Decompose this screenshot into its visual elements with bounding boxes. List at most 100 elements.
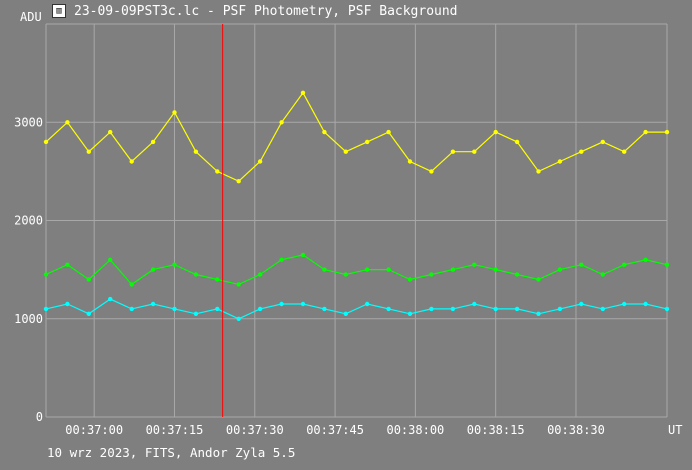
data-point bbox=[664, 306, 670, 312]
data-point bbox=[493, 306, 498, 312]
data-point bbox=[622, 301, 627, 307]
data-point bbox=[129, 159, 134, 164]
data-point bbox=[257, 159, 263, 164]
data-point bbox=[472, 149, 477, 154]
data-point bbox=[129, 306, 134, 312]
data-point bbox=[600, 272, 605, 277]
data-point bbox=[386, 129, 391, 135]
data-point bbox=[664, 262, 670, 267]
data-point bbox=[643, 257, 648, 262]
data-point bbox=[557, 306, 563, 312]
data-point bbox=[579, 262, 584, 267]
data-point bbox=[429, 169, 434, 174]
series-line-0 bbox=[45, 91, 667, 182]
data-point bbox=[300, 252, 306, 258]
window-title: 23-09-09PST3c.lc - PSF Photometry, PSF B… bbox=[74, 4, 458, 19]
data-point bbox=[514, 139, 520, 145]
data-point bbox=[108, 296, 113, 302]
data-point bbox=[536, 277, 541, 282]
data-point bbox=[472, 262, 477, 267]
x-tick-label: 00:37:45 bbox=[306, 423, 364, 437]
data-point bbox=[386, 267, 391, 272]
data-point bbox=[322, 129, 327, 135]
data-point bbox=[536, 311, 541, 316]
data-point bbox=[514, 272, 520, 277]
x-tick-label: 00:38:30 bbox=[547, 423, 605, 437]
data-point bbox=[557, 267, 563, 272]
data-point bbox=[429, 306, 434, 312]
data-point bbox=[215, 169, 220, 174]
data-point bbox=[43, 139, 49, 145]
data-point bbox=[65, 301, 70, 307]
x-tick-label: 00:37:30 bbox=[226, 423, 284, 437]
data-point bbox=[365, 301, 370, 307]
data-point bbox=[86, 311, 92, 316]
data-point bbox=[236, 316, 241, 321]
data-point bbox=[386, 306, 391, 312]
data-point bbox=[622, 262, 627, 267]
data-point bbox=[65, 120, 70, 125]
data-point bbox=[643, 301, 648, 307]
data-point bbox=[557, 159, 563, 164]
data-point bbox=[43, 272, 49, 277]
series-line-1 bbox=[45, 254, 668, 286]
series-line-2 bbox=[45, 298, 668, 320]
footer-info: 10 wrz 2023, FITS, Andor Zyla 5.5 bbox=[47, 445, 296, 460]
app-icon[interactable]: ▥ bbox=[52, 4, 66, 18]
y-tick-label: 3000 bbox=[14, 115, 43, 129]
data-point bbox=[300, 90, 306, 96]
data-point bbox=[150, 301, 156, 307]
data-point bbox=[450, 267, 456, 272]
data-point bbox=[215, 277, 220, 282]
y-tick-label: 0 bbox=[36, 410, 43, 424]
data-point bbox=[129, 282, 134, 287]
y-axis-label: ADU bbox=[20, 10, 42, 24]
data-point bbox=[536, 169, 541, 174]
data-point bbox=[493, 129, 498, 135]
data-point bbox=[450, 306, 456, 312]
data-point bbox=[622, 149, 627, 154]
data-point bbox=[172, 306, 177, 312]
data-point bbox=[407, 277, 413, 282]
data-point bbox=[343, 149, 348, 154]
data-point bbox=[600, 139, 605, 145]
data-point bbox=[257, 306, 263, 312]
data-point bbox=[193, 311, 199, 316]
data-point bbox=[514, 306, 520, 312]
data-point bbox=[150, 267, 156, 272]
data-point bbox=[450, 149, 456, 154]
data-point bbox=[150, 139, 156, 145]
data-point bbox=[472, 301, 477, 307]
data-point bbox=[257, 272, 263, 277]
y-tick-label: 2000 bbox=[14, 214, 43, 228]
data-point bbox=[300, 301, 306, 307]
title-bar: ▥ 23-09-09PST3c.lc - PSF Photometry, PSF… bbox=[0, 0, 692, 24]
data-point bbox=[579, 149, 584, 154]
data-point bbox=[86, 277, 92, 282]
data-point bbox=[322, 267, 327, 272]
y-tick-label: 1000 bbox=[14, 312, 43, 326]
data-point bbox=[193, 272, 199, 277]
data-point bbox=[236, 179, 241, 184]
x-axis-label: UT bbox=[668, 423, 682, 437]
data-point bbox=[600, 306, 605, 312]
data-point bbox=[365, 267, 370, 272]
data-point bbox=[108, 129, 113, 135]
data-point bbox=[429, 272, 434, 277]
data-point bbox=[172, 110, 177, 115]
data-point bbox=[322, 306, 327, 312]
data-point bbox=[493, 267, 498, 272]
data-point bbox=[579, 301, 584, 307]
data-point bbox=[279, 301, 284, 307]
data-point bbox=[343, 311, 348, 316]
data-point bbox=[343, 272, 348, 277]
data-point bbox=[279, 257, 284, 262]
data-point bbox=[236, 282, 241, 287]
data-point bbox=[43, 306, 49, 312]
data-point bbox=[407, 159, 413, 164]
x-tick-label: 00:37:00 bbox=[65, 423, 123, 437]
data-point bbox=[86, 149, 92, 154]
data-point bbox=[664, 129, 670, 135]
data-point bbox=[65, 262, 70, 267]
data-point bbox=[108, 257, 113, 262]
